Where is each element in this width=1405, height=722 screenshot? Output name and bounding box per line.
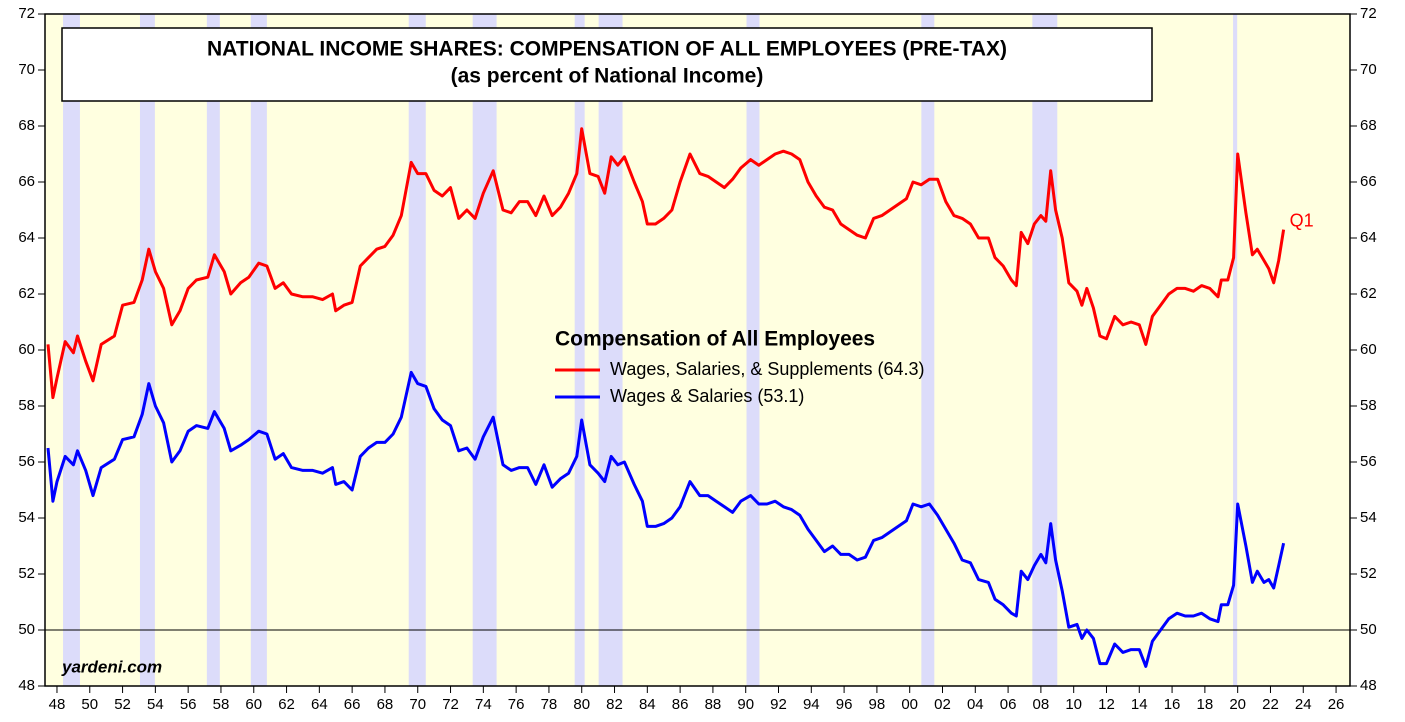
y-tick-label: 54 (18, 509, 35, 526)
y-tick-label: 58 (18, 397, 35, 414)
x-tick-label: 64 (311, 696, 328, 713)
x-tick-label: 52 (114, 696, 131, 713)
y-tick-label: 64 (18, 229, 35, 246)
annotation: Q1 (1290, 210, 1314, 230)
x-tick-label: 00 (901, 696, 918, 713)
legend-title: Compensation of All Employees (555, 328, 875, 351)
x-tick-label: 24 (1295, 696, 1312, 713)
x-tick-label: 14 (1131, 696, 1148, 713)
y-tick-label: 66 (18, 173, 35, 190)
x-tick-label: 90 (737, 696, 754, 713)
x-tick-label: 56 (180, 696, 197, 713)
x-tick-label: 20 (1229, 696, 1246, 713)
x-tick-label: 78 (541, 696, 558, 713)
recession-band (139, 14, 155, 686)
y2-tick-label: 48 (1360, 677, 1377, 694)
x-tick-label: 86 (672, 696, 689, 713)
y2-tick-label: 62 (1360, 285, 1377, 302)
x-tick-label: 82 (606, 696, 623, 713)
x-tick-label: 04 (967, 696, 984, 713)
title-box (61, 27, 1153, 102)
y2-tick-label: 64 (1360, 229, 1377, 246)
source: yardeni.com (61, 657, 162, 676)
plot (45, 14, 1350, 686)
y-tick-label: 56 (18, 453, 35, 470)
recession-band (472, 14, 497, 686)
y-tick-label: 68 (18, 117, 35, 134)
plot-frame (44, 13, 1351, 687)
chart-subtitle: (as percent of National Income) (451, 65, 764, 88)
y2-tick-label: 72 (1360, 5, 1377, 22)
recession-band (1032, 14, 1058, 686)
x-tick-label: 06 (1000, 696, 1017, 713)
y2-tick-label: 66 (1360, 173, 1377, 190)
y2-tick-label: 56 (1360, 453, 1377, 470)
y2-tick-label: 50 (1360, 621, 1377, 638)
legend-label: Wages, Salaries, & Supplements (64.3) (610, 359, 924, 379)
y2-tick-label: 54 (1360, 509, 1377, 526)
x-tick-label: 08 (1033, 696, 1050, 713)
y2-tick-label: 52 (1360, 565, 1377, 582)
y2-tick-label: 70 (1360, 61, 1377, 78)
x-tick-label: 48 (49, 696, 66, 713)
legend-label: Wages & Salaries (53.1) (610, 386, 804, 406)
x-tick-label: 72 (442, 696, 459, 713)
recession-band (1233, 14, 1238, 686)
recession-band (921, 14, 935, 686)
y-tick-label: 62 (18, 285, 35, 302)
y-tick-label: 72 (18, 5, 35, 22)
x-tick-label: 50 (81, 696, 98, 713)
x-tick-label: 88 (705, 696, 722, 713)
x-tick-label: 10 (1065, 696, 1082, 713)
x-tick-label: 62 (278, 696, 295, 713)
x-tick-label: 68 (377, 696, 394, 713)
recession-band (250, 14, 267, 686)
x-tick-label: 02 (934, 696, 951, 713)
x-tick-label: 26 (1328, 696, 1345, 713)
x-tick-label: 22 (1262, 696, 1279, 713)
y2-tick-label: 68 (1360, 117, 1377, 134)
x-tick-label: 18 (1197, 696, 1214, 713)
y2-tick-label: 60 (1360, 341, 1377, 358)
y-tick-label: 60 (18, 341, 35, 358)
x-tick-label: 80 (573, 696, 590, 713)
x-tick-label: 70 (409, 696, 426, 713)
x-tick-label: 98 (869, 696, 886, 713)
y-tick-label: 48 (18, 677, 35, 694)
recession-band (206, 14, 220, 686)
y2-tick-label: 58 (1360, 397, 1377, 414)
recession-band (408, 14, 426, 686)
x-tick-label: 96 (836, 696, 853, 713)
x-tick-label: 58 (213, 696, 230, 713)
y-tick-label: 70 (18, 61, 35, 78)
recession-band (598, 14, 623, 686)
recession-band (746, 14, 760, 686)
y-tick-label: 52 (18, 565, 35, 582)
x-tick-label: 76 (508, 696, 525, 713)
series-line (46, 127, 1286, 400)
x-tick-label: 54 (147, 696, 164, 713)
x-tick-label: 66 (344, 696, 361, 713)
chart-title: NATIONAL INCOME SHARES: COMPENSATION OF … (207, 38, 1007, 61)
x-tick-label: 84 (639, 696, 656, 713)
x-tick-label: 74 (475, 696, 492, 713)
x-tick-label: 92 (770, 696, 787, 713)
y-tick-label: 50 (18, 621, 35, 638)
x-tick-label: 12 (1098, 696, 1115, 713)
recession-band (574, 14, 585, 686)
x-tick-label: 60 (245, 696, 262, 713)
series-line (46, 370, 1286, 668)
x-tick-label: 94 (803, 696, 820, 713)
x-tick-label: 16 (1164, 696, 1181, 713)
